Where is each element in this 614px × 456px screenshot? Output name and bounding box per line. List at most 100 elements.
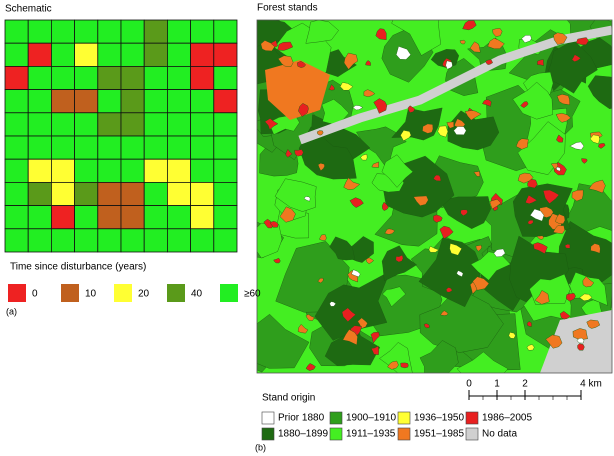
stand-patch <box>472 276 490 291</box>
legend-swatch <box>261 427 275 441</box>
stand-patch <box>475 244 482 252</box>
grid-cell <box>74 112 99 137</box>
stand-patch <box>459 39 466 45</box>
grid-cell <box>213 205 238 230</box>
stand-patch <box>553 32 568 45</box>
grid-cell <box>190 205 215 230</box>
stand-patch <box>277 41 294 51</box>
stand-patch <box>365 257 374 265</box>
stand-patch <box>365 60 371 66</box>
grid-cell <box>166 158 191 183</box>
stand-patch <box>437 125 449 138</box>
stand-patch <box>456 351 509 373</box>
stand-patch <box>493 248 506 258</box>
stand-patch <box>571 54 581 62</box>
stand-patch <box>456 270 464 277</box>
grid-cell <box>74 42 99 67</box>
stand-patch <box>508 332 516 339</box>
grid-cell <box>143 42 168 67</box>
stand-patch <box>492 28 503 37</box>
stand-patch <box>527 219 534 225</box>
stand-patch <box>343 52 358 70</box>
stand-patch <box>328 84 335 91</box>
grid-cell <box>27 112 52 137</box>
stand-patch <box>260 40 275 52</box>
stand-patch <box>565 292 576 302</box>
grid-cell <box>27 66 52 91</box>
grid-cell <box>120 158 145 183</box>
map-frame <box>256 19 613 374</box>
stand-patch <box>445 60 453 70</box>
legend-label: 1986–2005 <box>482 413 532 424</box>
stand-patch <box>575 37 589 45</box>
grid-cell <box>97 135 122 160</box>
grid-cell <box>4 181 29 206</box>
stand-patch <box>279 206 296 223</box>
grid-cell <box>97 66 122 91</box>
stand-patch <box>419 340 459 373</box>
stand-patch <box>589 134 600 145</box>
stand-patch <box>363 89 376 97</box>
grid-cell <box>143 158 168 183</box>
stand-patch <box>552 225 566 234</box>
grid-cell <box>97 89 122 114</box>
grid-cell <box>51 158 76 183</box>
stand-patch <box>305 314 315 322</box>
grid-cell <box>213 89 238 114</box>
grid-cell <box>190 89 215 114</box>
grid-cell <box>97 158 122 183</box>
grid-cell <box>120 112 145 137</box>
grid-cell <box>213 181 238 206</box>
stand-patch <box>381 245 417 282</box>
grid-cell <box>213 19 238 44</box>
stand-patch <box>319 234 327 241</box>
stand-patch <box>373 98 388 114</box>
stand-patch <box>342 329 358 346</box>
grid-cell <box>143 228 168 253</box>
stand-patch <box>381 154 414 188</box>
grid-cell <box>51 42 76 67</box>
legend-label: 10 <box>85 289 97 300</box>
stand-patch <box>446 121 455 129</box>
grid-cell <box>51 205 76 230</box>
stand-patch <box>329 236 355 261</box>
panel-title: Forest stands <box>257 3 318 14</box>
stand-patch <box>598 143 606 149</box>
legend-swatch <box>465 411 479 425</box>
stand-patch <box>296 60 306 68</box>
grid-cell <box>4 66 29 91</box>
stand-patch <box>469 41 481 53</box>
grid-cell <box>4 89 29 114</box>
caption: (b) <box>255 442 266 452</box>
stand-patch <box>419 287 504 353</box>
stand-patch <box>586 319 601 329</box>
grid-cell <box>166 19 191 44</box>
stand-patch <box>316 130 324 136</box>
grid-cell <box>166 112 191 137</box>
scale-label: 0 <box>466 379 472 390</box>
stand-patch <box>462 20 477 31</box>
stand-patch <box>460 209 468 216</box>
legend-swatch <box>261 411 275 425</box>
grid-cell <box>4 19 29 44</box>
legend-swatch <box>329 411 343 425</box>
legend-swatch <box>220 284 238 302</box>
stand-patch <box>400 362 409 369</box>
stand-patch <box>545 334 563 349</box>
stand-patch <box>572 328 588 341</box>
stand-patch <box>349 197 364 208</box>
stand-patch <box>487 37 505 50</box>
stand-patch <box>512 81 554 120</box>
legend-swatch <box>167 284 185 302</box>
stand-patch <box>264 118 279 130</box>
grid-cell <box>97 112 122 137</box>
legend-swatch <box>114 284 132 302</box>
stand-patch <box>556 134 564 143</box>
legend-title: Stand origin <box>262 393 315 404</box>
stand-patch <box>521 35 532 44</box>
grid-cell <box>97 181 122 206</box>
grid-cell <box>74 205 99 230</box>
legend-swatch <box>465 427 479 441</box>
grid-cell <box>143 205 168 230</box>
